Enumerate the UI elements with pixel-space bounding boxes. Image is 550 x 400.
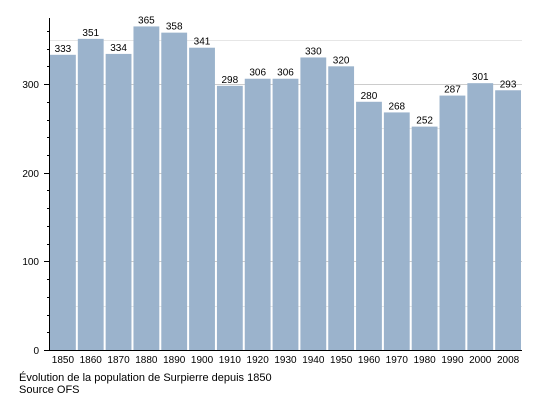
bar [411, 126, 438, 350]
y-tick-label: 0 [33, 346, 39, 357]
bars [50, 26, 521, 351]
bar-value-label: 334 [110, 43, 127, 54]
bar [467, 83, 494, 351]
bar [272, 78, 299, 351]
x-tick-label: 1870 [107, 355, 130, 366]
bar-value-label: 333 [55, 44, 72, 55]
bar-value-label: 341 [194, 37, 211, 48]
bar-value-label: 287 [444, 85, 461, 96]
bar-value-label: 306 [249, 68, 266, 79]
axes: 1850 1860 1870 1880 1890 1900 1910 1920 1930 1940… [22, 18, 522, 366]
bar-value-label: 301 [472, 72, 489, 83]
bar-value-label: 365 [138, 15, 155, 26]
bar-value-label: 330 [305, 46, 322, 57]
x-tick-label: 2000 [469, 355, 492, 366]
x-tick-label: 1860 [80, 355, 103, 366]
bar [189, 47, 215, 351]
bar [133, 26, 160, 351]
x-tick-label: 1890 [163, 355, 186, 366]
bar-value-label: 252 [416, 116, 433, 127]
chart-source: Source OFS [19, 384, 80, 396]
bar [161, 32, 188, 350]
bar [77, 38, 104, 351]
bar-value-label: 293 [500, 79, 517, 90]
y-tick-label: 300 [22, 80, 39, 91]
x-tick-label: 1900 [191, 355, 214, 366]
bar-value-labels: 333 351 334 365 358 341 298 306 306 330 320 280 268 2… [55, 15, 517, 126]
x-tick-label: 1950 [330, 355, 353, 366]
bar [105, 53, 132, 350]
y-tick-label: 200 [22, 169, 39, 180]
x-tick-label: 1880 [135, 355, 158, 366]
bar-value-label: 358 [166, 22, 183, 33]
chart-caption: Évolution de la population de Surpierre … [19, 372, 272, 384]
x-tick-label: 1850 [52, 355, 75, 366]
x-tick-label: 1970 [386, 355, 409, 366]
bar [495, 90, 521, 350]
bar-value-label: 268 [388, 101, 405, 112]
x-tick-label: 1940 [302, 355, 325, 366]
x-tick-label: 1960 [358, 355, 381, 366]
bar-value-label: 280 [361, 91, 378, 102]
bar-value-label: 298 [222, 75, 239, 86]
bar [439, 95, 466, 350]
x-tick-label: 1910 [219, 355, 242, 366]
x-tick-label: 2008 [497, 355, 520, 366]
x-tick-label: 1990 [441, 355, 464, 366]
y-tick-label: 100 [22, 257, 39, 268]
x-tick-label: 1930 [274, 355, 297, 366]
bar [216, 85, 243, 350]
bar [300, 57, 327, 351]
bar [383, 112, 410, 350]
x-tick-label: 1920 [247, 355, 270, 366]
bar-value-label: 351 [82, 28, 99, 39]
bar [328, 66, 355, 350]
bar [50, 54, 76, 351]
bar [356, 101, 382, 350]
bar-value-label: 306 [277, 68, 294, 79]
bar [244, 78, 271, 351]
x-tick-label: 1980 [413, 355, 436, 366]
bar-value-label: 320 [333, 55, 350, 66]
